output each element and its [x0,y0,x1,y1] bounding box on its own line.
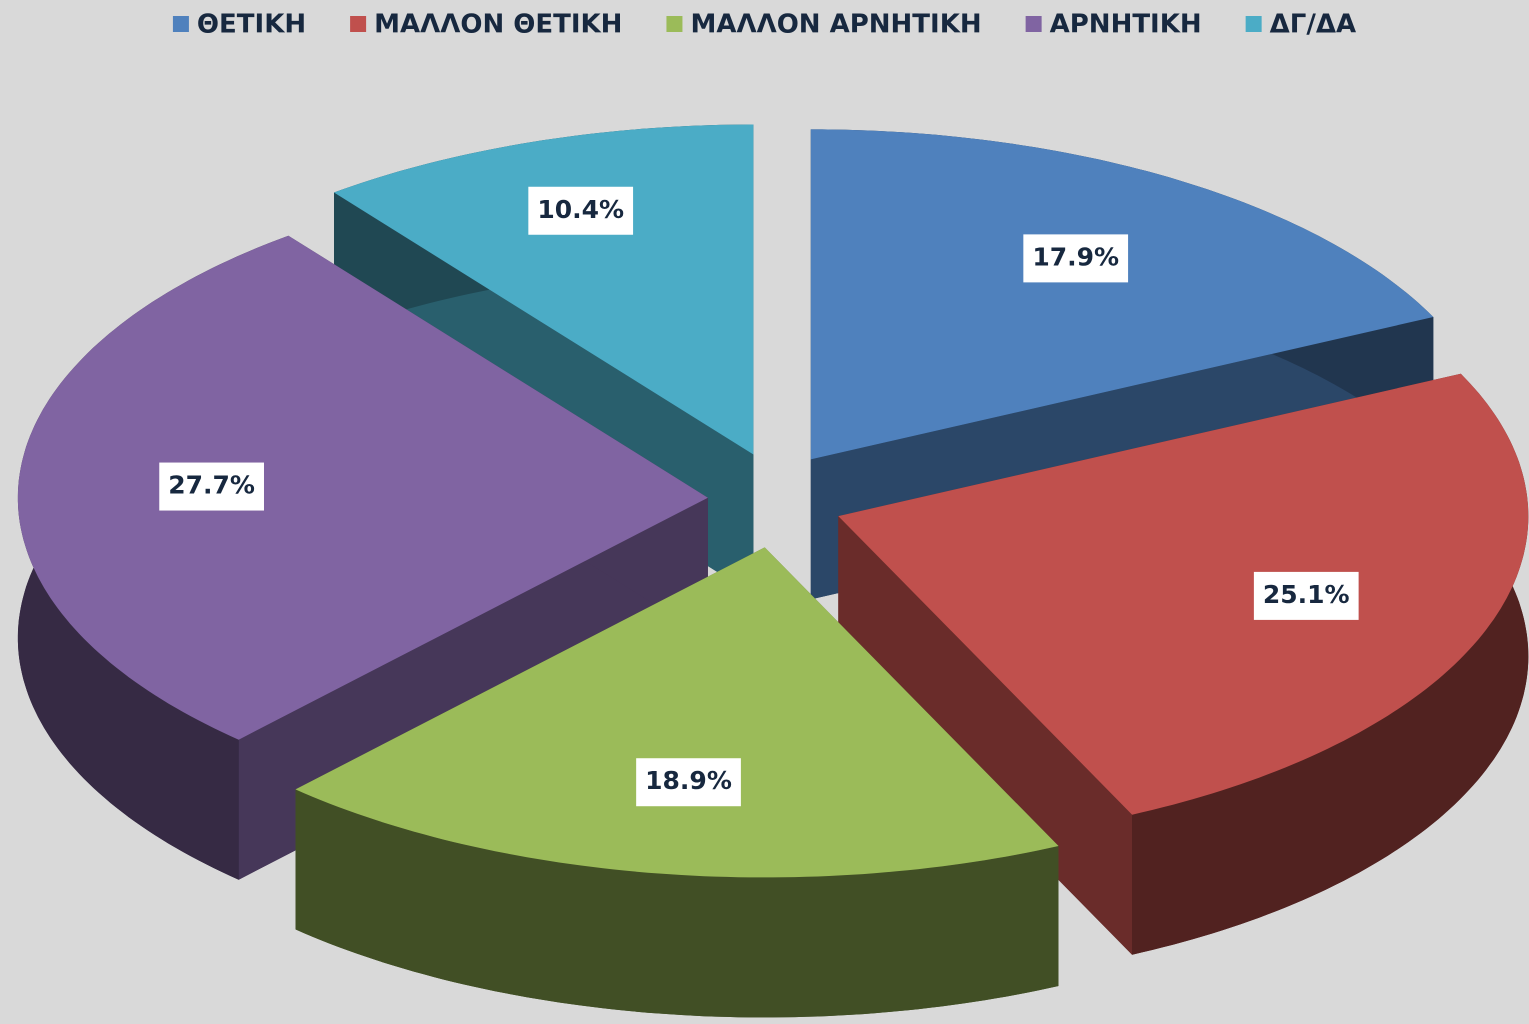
legend-label: ΘΕΤΙΚΗ [197,10,306,40]
legend-label: ΜΑΛΛΟΝ ΑΡΝΗΤΙΚΗ [690,10,981,40]
slice [17,235,708,740]
legend-swatch [172,16,189,32]
data-label-box [528,186,634,235]
data-label-box [636,758,741,807]
slice [334,124,754,455]
slice-wall [1132,373,1529,955]
slice [810,129,1434,460]
legend-label: ΔΓ/ΔΑ [1270,10,1356,40]
slice-wall [295,789,1059,1018]
legend-swatch [1245,16,1262,32]
slice [295,547,1059,878]
legend: ΘΕΤΙΚΗ ΜΑΛΛΟΝ ΘΕΤΙΚΗ ΜΑΛΛΟΝ ΑΡΝΗΤΙΚΗ ΑΡΝΗΤΙ… [172,10,1356,40]
data-label: 27.7% [168,471,255,500]
pie [17,124,1529,1018]
data-label-box [1023,234,1129,283]
slice-side [838,516,1133,955]
data-label: 17.9% [1032,242,1119,271]
data-label: 25.1% [1263,580,1350,609]
data-label-box [159,462,264,511]
data-label-box [1253,571,1359,620]
data-labels: 17.9% 25.1% 18.9% 27.7% 10.4% [159,186,1359,807]
legend-label: ΑΡΝΗΤΙΚΗ [1050,10,1202,40]
legend-label: ΜΑΛΛΟΝ ΘΕΤΙΚΗ [374,10,622,40]
legend-swatch [1025,16,1042,32]
slice [838,373,1529,815]
data-label: 10.4% [537,195,624,224]
data-label: 18.9% [645,766,732,795]
legend-swatch [666,16,683,32]
legend-swatch [350,16,367,32]
